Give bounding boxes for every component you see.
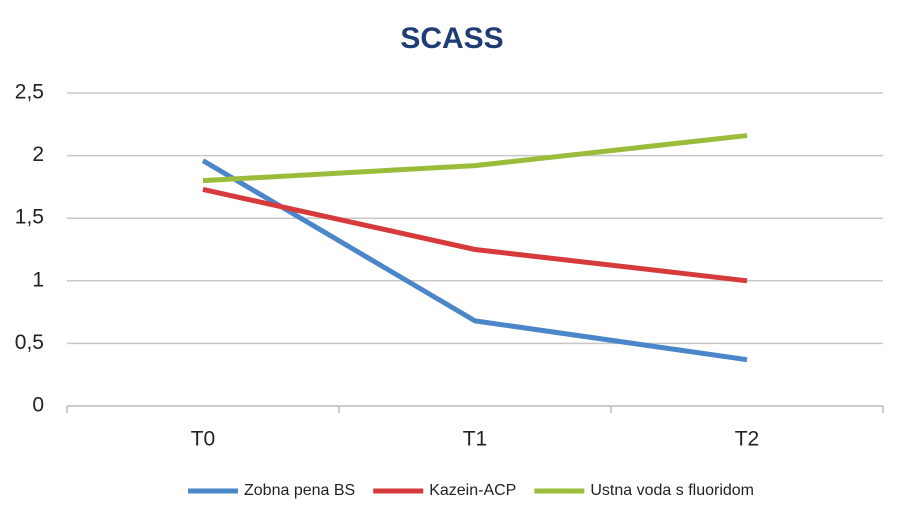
y-tick-label: 0,5	[15, 331, 44, 354]
legend-label: Kazein-ACP	[429, 482, 516, 499]
y-tick-label: 2,5	[15, 81, 44, 104]
y-tick-label: 2	[32, 143, 44, 166]
line-series	[201, 158, 748, 363]
chart-title: SCASS	[400, 22, 503, 55]
line-series	[202, 186, 748, 284]
y-tick-label: 1,5	[15, 206, 44, 229]
x-tick-label: T1	[463, 428, 488, 451]
y-tick-label: 1	[32, 268, 44, 291]
line-series	[202, 133, 748, 184]
legend-label: Ustna voda s fluoridom	[590, 482, 754, 499]
y-tick-label: 0	[32, 394, 44, 417]
x-tick-label: T0	[191, 428, 216, 451]
legend: Zobna pena BS Kazein-ACP Ustna voda s fluo…	[188, 482, 754, 499]
x-tick-label: T2	[735, 428, 760, 451]
legend-label: Zobna pena BS	[244, 482, 355, 499]
